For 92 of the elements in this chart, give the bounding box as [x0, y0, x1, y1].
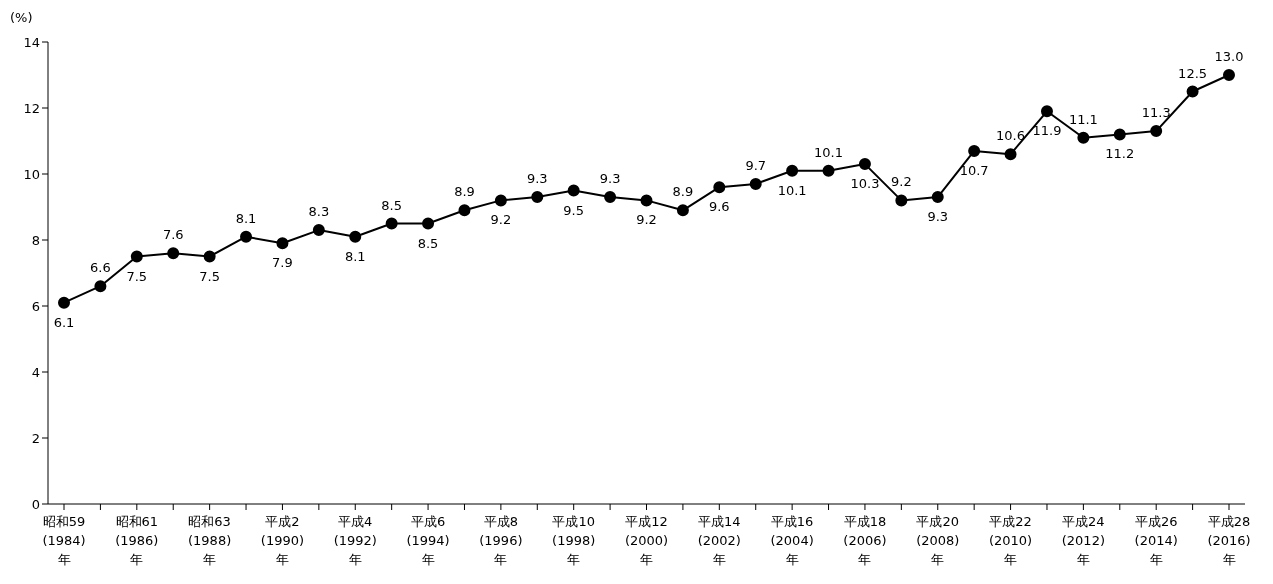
data-label: 10.1 [777, 182, 807, 198]
point [786, 164, 799, 177]
y-tick-label: 0 [31, 496, 40, 512]
data-label: 11.3 [1141, 105, 1171, 121]
data-label: 11.1 [1068, 111, 1098, 127]
x-tick-label: 平成6 (1994) 年 [406, 514, 450, 567]
data-label: 9.3 [599, 171, 621, 187]
data-label: 8.1 [235, 210, 257, 226]
data-label: 8.3 [308, 204, 330, 220]
data-label: 7.5 [126, 268, 148, 284]
point [458, 204, 471, 217]
y-tick-label: 6 [31, 298, 40, 314]
point [385, 217, 398, 230]
point [1186, 85, 1199, 98]
x-tick-label: 平成8 (1996) 年 [479, 514, 523, 567]
data-label: 9.2 [490, 212, 512, 228]
x-tick-label: 平成22 (2010) 年 [988, 514, 1033, 567]
data-label: 8.9 [672, 184, 694, 200]
point [1223, 69, 1235, 81]
data-label: 8.5 [381, 197, 402, 213]
point [822, 164, 835, 177]
point [1150, 125, 1163, 138]
point [167, 247, 180, 260]
point [531, 191, 544, 204]
point [240, 230, 253, 243]
y-tick-label: 14 [23, 34, 40, 50]
data-label: 7.5 [199, 268, 220, 284]
x-tick-label: 平成12 (2000) 年 [624, 514, 669, 567]
x-tick-label: 昭和59 (1984) 年 [42, 514, 86, 567]
x-tick-label: 昭和61 (1986) 年 [115, 514, 159, 567]
x-tick-label: 昭和63 (1988) 年 [188, 514, 232, 567]
point [713, 181, 726, 194]
point [130, 250, 143, 263]
data-label: 6.6 [90, 260, 111, 276]
x-tick-label: 平成28 (2016) 年 [1207, 514, 1251, 567]
data-label: 8.1 [344, 248, 366, 264]
y-axis-title: (%) [10, 10, 33, 25]
data-label: 8.5 [417, 235, 439, 251]
y-tick-label: 10 [23, 166, 40, 182]
data-label: 13.0 [1214, 49, 1244, 64]
data-label: 9.3 [526, 171, 548, 187]
data-label: 9.5 [563, 202, 585, 218]
x-tick-label: 平成10 (1998) 年 [552, 514, 596, 567]
point [968, 144, 981, 157]
point [1077, 131, 1090, 144]
point [94, 280, 107, 293]
point [422, 217, 435, 230]
data-label: 6.1 [53, 314, 75, 330]
point [931, 191, 944, 204]
point [895, 194, 908, 207]
point [276, 237, 289, 250]
y-tick-label: 12 [23, 100, 40, 116]
data-label: 12.5 [1178, 65, 1208, 81]
point [1040, 105, 1053, 118]
data-label: 9.7 [745, 157, 767, 173]
x-tick-label: 平成24 (2012) 年 [1061, 514, 1105, 567]
data-label: 9.6 [708, 199, 730, 215]
data-label: 11.9 [1032, 123, 1062, 139]
x-tick-label: 平成26 (2014) 年 [1134, 514, 1178, 567]
data-label: 10.6 [996, 128, 1026, 144]
data-label: 9.2 [891, 174, 912, 190]
data-label: 9.3 [927, 209, 949, 225]
point [203, 250, 216, 263]
y-tick-label: 2 [31, 430, 40, 446]
point [1004, 148, 1017, 161]
point [676, 204, 689, 217]
point [58, 296, 70, 309]
data-label: 7.6 [162, 227, 184, 243]
x-tick-label: 平成2 (1990) 年 [260, 514, 305, 567]
data-label: 10.1 [814, 144, 844, 160]
x-tick-label: 平成16 (2004) 年 [770, 514, 814, 567]
x-tick-label: 平成4 (1992) 年 [333, 514, 377, 567]
point [1113, 128, 1126, 141]
point [312, 224, 325, 237]
x-tick-label: 平成20 (2008) 年 [916, 514, 960, 567]
data-label: 9.2 [636, 212, 657, 228]
data-label: 10.3 [850, 176, 880, 192]
data-label: 8.9 [454, 184, 475, 200]
point [858, 158, 871, 171]
point [640, 194, 653, 207]
point [604, 191, 617, 204]
data-label: 7.9 [272, 255, 293, 271]
point [567, 184, 580, 197]
x-tick-label: 平成14 (2002) 年 [697, 514, 741, 567]
x-tick-label: 平成18 (2006) 年 [843, 514, 887, 567]
point [749, 177, 762, 190]
point [349, 230, 362, 243]
data-label: 11.2 [1105, 146, 1135, 162]
point [494, 194, 507, 207]
data-label: 10.7 [959, 162, 989, 178]
y-tick-label: 8 [31, 232, 40, 248]
y-tick-label: 4 [31, 364, 40, 380]
